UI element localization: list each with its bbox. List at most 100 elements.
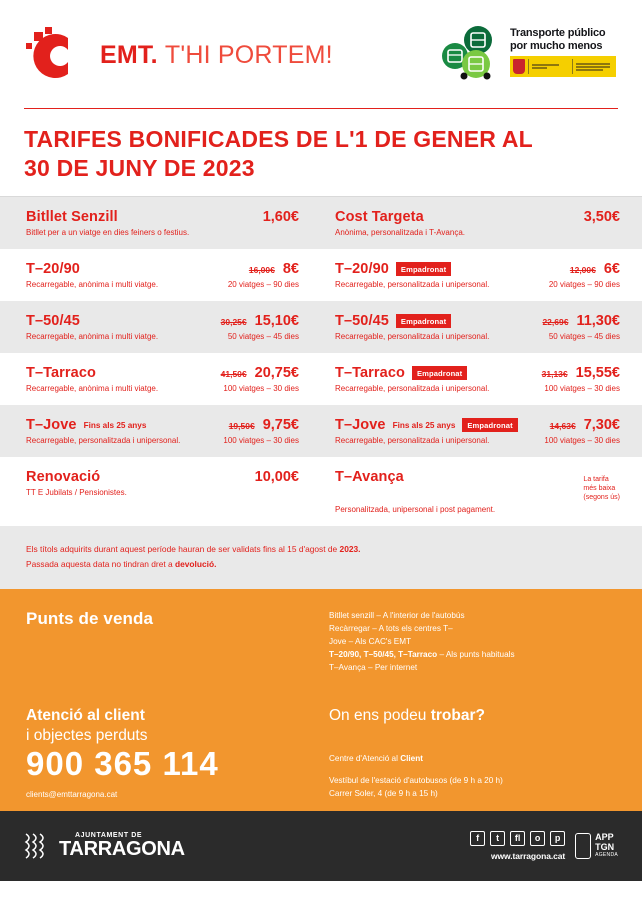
tariff-name: T–Jove bbox=[26, 417, 77, 434]
instagram-icon[interactable]: o bbox=[530, 830, 546, 846]
find-us-heading-bold: trobar? bbox=[430, 707, 485, 725]
tariff-cell-bottom: Recarregable, anònima i multi viatge. 50 … bbox=[26, 332, 299, 341]
tariff-name-wrap: T–20/90 Empadronat bbox=[335, 261, 452, 277]
tariff-cell-bottom: Recarregable, personalitzada i uniperson… bbox=[335, 332, 620, 341]
tariff-price: 11,30€ bbox=[576, 313, 620, 330]
website-url[interactable]: www.tarragona.cat bbox=[491, 850, 566, 861]
title-block: TARIFES BONIFICADES DE L'1 DE GENER AL 3… bbox=[0, 109, 642, 196]
flickr-icon[interactable]: fl bbox=[510, 830, 526, 846]
tariff-cell-bottom: Recarregable, personalitzada i uniperson… bbox=[335, 436, 620, 445]
contact-row: Atenció al client i objectes perduts 900… bbox=[26, 706, 616, 800]
tariff-name: T–Tarraco bbox=[26, 365, 96, 382]
emt-wordmark: EMT. T'HI PORTEM! bbox=[100, 41, 333, 70]
tariff-description: Recarregable, personalitzada i uniperson… bbox=[335, 280, 490, 290]
sales-heading-col: Punts de venda bbox=[26, 609, 321, 675]
tariff-old-price: 31,13€ bbox=[541, 369, 568, 380]
badge-divider bbox=[528, 59, 529, 75]
tariff-row: T–20/90 16,00€ 8€ Recarregable, anònima i m… bbox=[0, 249, 642, 302]
tariff-note: La tarifa més baixa (segons ús) bbox=[583, 476, 620, 501]
tariff-cell-right: Cost Targeta 3,50€ Anònima, personalitzada… bbox=[321, 197, 642, 249]
tariff-row: Bitllet Senzill 1,60€ Bitllet per a un via… bbox=[0, 197, 642, 250]
tariff-cell-right: T–50/45 Empadronat 22,69€ 11,30€ Recarregabl… bbox=[321, 301, 642, 353]
tariff-price-wrap: 30,25€ 15,10€ bbox=[221, 313, 299, 329]
tariff-cell-right: T–Jove Fins als 25 anys Empadronat 14,63€ 7,… bbox=[321, 405, 642, 457]
tariff-name-wrap: Bitllet Senzill bbox=[26, 209, 118, 225]
notice-line-2-text: Passada aquesta data no tindran dret a bbox=[26, 558, 175, 569]
tariff-age-note: Fins als 25 anys bbox=[83, 420, 147, 430]
social-icons: f t fl o p bbox=[470, 830, 566, 846]
tariff-price: 7,30€ bbox=[583, 417, 620, 434]
notice-line-2: Passada aquesta data no tindran dret a d… bbox=[26, 557, 616, 571]
tarragona-label: TARRAGONA bbox=[59, 838, 185, 861]
app-promo[interactable]: APP TGN AGENDA bbox=[575, 833, 618, 859]
tariff-cell-right: T–Tarraco Empadronat 31,13€ 15,55€ Recarrega… bbox=[321, 353, 642, 405]
tariff-description: Anònima, personalitzada i T-Avança. bbox=[335, 228, 466, 238]
badge-divider-2 bbox=[572, 59, 573, 75]
find-us-subheading-thin: Centre d'Atenció al bbox=[329, 753, 401, 763]
tariff-price-wrap: 10,00€ bbox=[255, 469, 299, 485]
cs-heading-line1: Atenció al client bbox=[26, 707, 145, 725]
sales-points-heading: Punts de venda bbox=[26, 608, 154, 628]
tariff-row: T–50/45 30,25€ 15,10€ Recarregable, anònima… bbox=[0, 301, 642, 354]
tariff-cell-bottom: Recarregable, personalitzada i uniperson… bbox=[335, 384, 620, 393]
page-title-line1: TARIFES BONIFICADES DE L'1 DE GENER AL bbox=[24, 126, 533, 152]
tariff-name-wrap: Cost Targeta bbox=[335, 209, 424, 225]
sales-point-line: Bitllet senzill – A l'interior de l'auto… bbox=[329, 610, 465, 620]
find-us-address: Vestíbul de l'estació d'autobusos (de 9 … bbox=[329, 775, 616, 800]
status-badge: Empadronat bbox=[395, 262, 452, 277]
sales-points-list: Bitllet senzill – A l'interior de l'auto… bbox=[321, 609, 616, 675]
tariff-cell-top: T–Tarraco Empadronat 31,13€ 15,55€ bbox=[335, 365, 620, 381]
find-us-col: On ens podeu trobar? Centre d'Atenció al… bbox=[321, 706, 616, 800]
customer-service-phone[interactable]: 900 365 114 bbox=[26, 745, 219, 783]
find-us-heading-thin: On ens podeu bbox=[329, 707, 431, 725]
twitter-icon[interactable]: t bbox=[490, 830, 506, 846]
tariff-description: Recarregable, personalitzada i uniperson… bbox=[26, 436, 181, 446]
tariff-name: T–Jove bbox=[335, 417, 386, 434]
tariff-cell-bottom: Recarregable, anònima i multi viatge. 20 … bbox=[26, 280, 299, 289]
tariff-description: Recarregable, personalitzada i uniperson… bbox=[335, 332, 490, 342]
gov-slogan-line1: Transporte público bbox=[510, 26, 606, 39]
pinterest-icon[interactable]: p bbox=[550, 830, 566, 846]
smartphone-icon bbox=[575, 832, 592, 859]
page-title: TARIFES BONIFICADES DE L'1 DE GENER AL 3… bbox=[24, 125, 618, 182]
facebook-icon[interactable]: f bbox=[470, 830, 486, 846]
tariff-price: 10,00€ bbox=[254, 469, 299, 486]
tariff-name-wrap: T–50/45 Empadronat bbox=[335, 313, 452, 329]
customer-service-col: Atenció al client i objectes perduts 900… bbox=[26, 706, 321, 800]
spanish-government-badge bbox=[510, 56, 616, 78]
tariff-price: 8€ bbox=[282, 261, 299, 278]
tariff-row: T–Tarraco 41,50€ 20,75€ Recarregable, anòni… bbox=[0, 353, 642, 406]
emt-wordmark-light: T'HI PORTEM! bbox=[164, 40, 333, 69]
title-divider bbox=[0, 196, 642, 198]
tariff-price-wrap: 22,69€ 11,30€ bbox=[542, 313, 620, 329]
tariff-cell-left: Renovació 10,00€ TT E Jubilats / Pensionis… bbox=[0, 457, 321, 526]
tariff-cell-top: T–Jove Fins als 25 anys Empadronat 14,63€ 7,… bbox=[335, 417, 620, 433]
tariff-old-price: 12,00€ bbox=[569, 265, 596, 276]
emt-wordmark-bold: EMT. bbox=[100, 40, 158, 69]
badge-text-bars bbox=[532, 64, 569, 70]
social-and-web: f t fl o p www.tarragona.cat bbox=[470, 830, 566, 861]
tariff-name: T–Tarraco bbox=[335, 365, 405, 382]
tariff-price-wrap: 12,00€ 6€ bbox=[570, 261, 620, 277]
customer-service-email[interactable]: clients@emttarragona.cat bbox=[26, 789, 118, 799]
emt-spiral-logo-icon bbox=[24, 24, 86, 86]
header-divider bbox=[24, 108, 618, 109]
sales-point-line: Jove – Als CAC's EMT bbox=[329, 637, 412, 647]
gov-campaign-block: Transporte público por mucho menos bbox=[440, 24, 616, 80]
tariff-description: Recarregable, anònima i multi viatge. bbox=[26, 332, 159, 342]
footer-right: f t fl o p www.tarragona.cat APP TGN AGENDA bbox=[470, 830, 618, 861]
tariff-price-wrap: 31,13€ 15,55€ bbox=[542, 365, 620, 381]
tariff-name-wrap: T–Tarraco bbox=[26, 365, 96, 381]
tariff-validity: 100 viatges – 30 dies bbox=[544, 384, 620, 394]
tariff-age-note: Fins als 25 anys bbox=[392, 420, 456, 430]
tariff-old-price: 19,50€ bbox=[228, 421, 255, 432]
tariff-cell-left: T–Tarraco 41,50€ 20,75€ Recarregable, anòni… bbox=[0, 353, 321, 405]
tariff-price-wrap: 3,50€ bbox=[584, 209, 620, 225]
status-badge: Empadronat bbox=[395, 314, 452, 329]
tariff-validity: 50 viatges – 45 dies bbox=[548, 332, 620, 342]
tariff-validity: 100 viatges – 30 dies bbox=[223, 436, 299, 446]
address-line-2: Carrer Soler, 4 (de 9 h a 15 h) bbox=[329, 788, 438, 798]
tariff-cell-top: Renovació 10,00€ bbox=[26, 469, 299, 485]
tariff-description: Personalitzada, unipersonal i post pagam… bbox=[335, 505, 496, 515]
tariff-cell-right: T–20/90 Empadronat 12,00€ 6€ Recarregable, p… bbox=[321, 249, 642, 301]
